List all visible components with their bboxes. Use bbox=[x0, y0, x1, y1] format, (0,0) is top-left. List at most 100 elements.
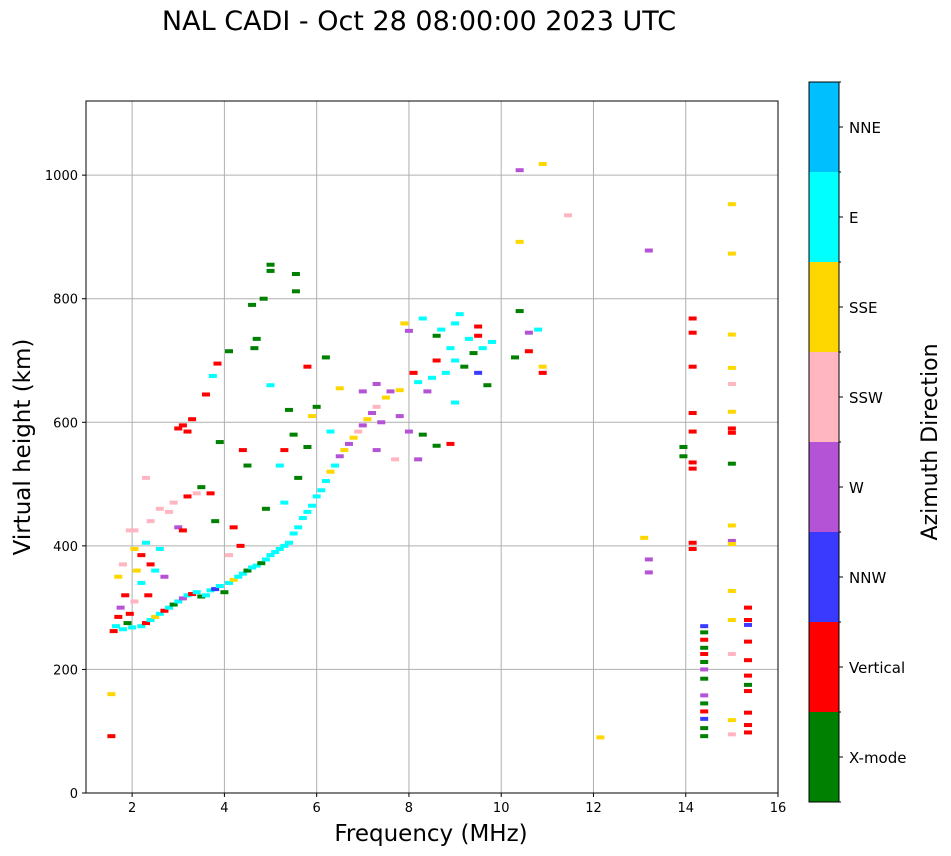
echo-point bbox=[121, 593, 130, 598]
echo-point bbox=[220, 590, 229, 595]
echo-point bbox=[243, 463, 252, 468]
echo-point bbox=[487, 339, 496, 344]
echo-point bbox=[208, 373, 217, 378]
colorbar-label: W bbox=[849, 479, 864, 497]
echo-point bbox=[238, 571, 247, 576]
echo-point bbox=[446, 346, 455, 351]
echo-point bbox=[160, 574, 169, 579]
echo-point bbox=[146, 618, 155, 622]
echo-point bbox=[271, 550, 280, 555]
echo-point bbox=[225, 553, 234, 558]
echo-point bbox=[386, 389, 395, 394]
echo-point bbox=[432, 443, 441, 448]
colorbar-title: Azimuth Direction bbox=[918, 343, 943, 540]
x-tick-label: 2 bbox=[128, 801, 136, 816]
echo-point bbox=[201, 392, 210, 397]
echo-point bbox=[744, 723, 753, 728]
echo-point bbox=[303, 445, 312, 449]
echo-point bbox=[266, 268, 275, 273]
y-tick-label: 0 bbox=[70, 787, 78, 802]
echo-point bbox=[423, 389, 432, 394]
echo-point bbox=[381, 395, 390, 400]
echo-point bbox=[183, 593, 192, 598]
echo-point bbox=[596, 735, 605, 740]
echo-point bbox=[524, 330, 533, 335]
echo-point bbox=[644, 248, 653, 253]
echo-point bbox=[688, 540, 697, 545]
echo-point bbox=[358, 389, 367, 394]
azimuth-colorbar: X-mode Vertical NNW W SSW SSE E NNE bbox=[808, 81, 906, 803]
y-axis-ticks: 0 200 400 600 800 1000 bbox=[45, 169, 86, 802]
colorbar-label: NNW bbox=[849, 569, 886, 587]
echo-point bbox=[727, 381, 736, 386]
echo-point bbox=[151, 568, 160, 573]
echo-point bbox=[358, 423, 367, 428]
echo-point bbox=[700, 709, 709, 714]
echo-point bbox=[727, 365, 736, 370]
echo-point bbox=[368, 411, 377, 416]
echo-point bbox=[644, 570, 653, 575]
echo-point bbox=[132, 568, 141, 573]
echo-point bbox=[700, 637, 709, 642]
echo-point bbox=[363, 417, 372, 422]
echo-point bbox=[259, 296, 268, 301]
echo-point bbox=[165, 509, 174, 514]
colorbar-segment bbox=[809, 532, 839, 622]
y-tick-label: 200 bbox=[53, 663, 78, 678]
echo-point bbox=[155, 546, 164, 551]
colorbar-label: NNE bbox=[849, 119, 881, 137]
echo-point bbox=[727, 651, 736, 656]
echo-point bbox=[515, 309, 524, 314]
echo-point bbox=[248, 565, 257, 570]
echo-point bbox=[291, 289, 300, 294]
echo-point bbox=[114, 614, 123, 619]
echo-point bbox=[137, 553, 146, 558]
echo-point bbox=[395, 388, 404, 393]
echo-point bbox=[446, 441, 455, 446]
echo-point bbox=[688, 411, 697, 416]
echo-point bbox=[284, 540, 293, 545]
echo-point bbox=[700, 676, 709, 681]
echo-point bbox=[130, 599, 139, 604]
colorbar-label: X-mode bbox=[849, 749, 906, 767]
echo-point bbox=[700, 660, 709, 665]
echo-point bbox=[414, 457, 423, 462]
echo-point bbox=[700, 693, 709, 698]
echo-point bbox=[321, 478, 330, 483]
echo-point bbox=[414, 380, 423, 385]
echo-point bbox=[284, 407, 293, 412]
echo-point bbox=[474, 324, 483, 329]
echo-point bbox=[114, 574, 123, 579]
echo-point bbox=[248, 302, 257, 307]
echo-point bbox=[118, 562, 127, 567]
echo-point bbox=[107, 734, 116, 739]
echo-point bbox=[174, 599, 183, 604]
echo-point bbox=[727, 718, 736, 723]
echo-point bbox=[418, 316, 427, 321]
echo-point bbox=[744, 658, 753, 663]
echo-point bbox=[243, 568, 252, 573]
echo-point bbox=[326, 429, 335, 434]
echo-point bbox=[474, 333, 483, 338]
echo-point bbox=[354, 429, 363, 434]
x-tick-label: 12 bbox=[585, 801, 602, 816]
echo-point bbox=[700, 630, 709, 635]
echo-point bbox=[183, 429, 192, 434]
echo-point bbox=[340, 448, 349, 453]
echo-point bbox=[688, 364, 697, 369]
echo-point bbox=[294, 525, 303, 530]
echo-point bbox=[257, 561, 266, 566]
echo-point bbox=[727, 732, 736, 737]
echo-point bbox=[331, 463, 340, 468]
colorbar-label: Vertical bbox=[849, 659, 905, 677]
x-axis-label: Frequency (MHz) bbox=[334, 821, 527, 847]
echo-point bbox=[137, 624, 146, 629]
colorbar-label: SSW bbox=[849, 389, 883, 407]
echo-point bbox=[303, 364, 312, 369]
echo-point bbox=[234, 574, 243, 579]
echo-point bbox=[321, 355, 330, 360]
colorbar-segment bbox=[809, 712, 839, 802]
echo-point bbox=[700, 716, 709, 721]
x-tick-label: 4 bbox=[220, 801, 228, 816]
plot-frame bbox=[85, 100, 779, 794]
